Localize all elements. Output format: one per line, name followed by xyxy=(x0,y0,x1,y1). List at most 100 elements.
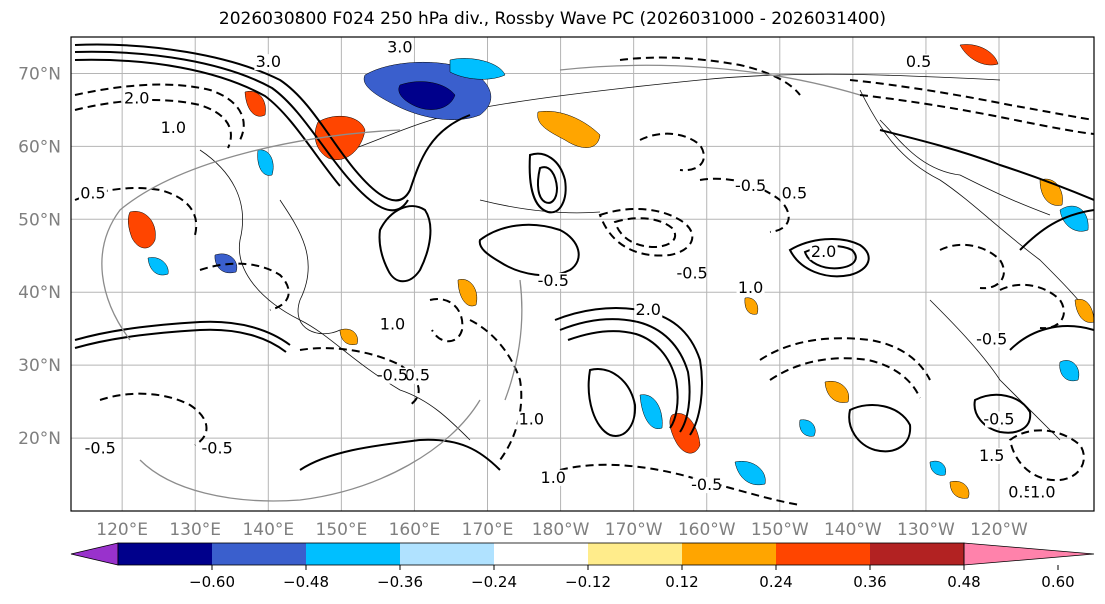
contour-label-text: 1.0 xyxy=(738,278,763,297)
y-tick-labels: 20°N 30°N 40°N 50°N 60°N 70°N xyxy=(18,64,61,449)
contour-label-text: 3.0 xyxy=(387,38,412,57)
x-tick-label: 160°W xyxy=(678,520,736,540)
contour-label-text: 1.5 xyxy=(979,446,1004,465)
shaded-fields xyxy=(128,44,1094,499)
contour-label: 3.0 xyxy=(254,52,283,71)
colorbar-segment xyxy=(682,543,777,565)
contour-label-text: 1.0 xyxy=(161,118,186,137)
colorbar-tick-label: 0.12 xyxy=(665,573,698,591)
contour-label-text: -0.5 xyxy=(538,271,569,290)
contour-label: 1.0 xyxy=(539,468,568,487)
colorbar-tick-label: 0.60 xyxy=(1041,573,1074,591)
x-tick-label: 150°E xyxy=(316,520,368,540)
colorbar-segment xyxy=(776,543,871,565)
negative-contours xyxy=(74,56,1094,506)
contour-label: -0.5 xyxy=(983,409,1014,428)
contour-label: 1.0 xyxy=(378,315,407,334)
contour-label-text: 1.0 xyxy=(1030,482,1055,501)
colorbar-tick-label: 0.36 xyxy=(853,573,886,591)
coastlines xyxy=(199,73,1094,441)
x-tick-label: 140°E xyxy=(242,520,294,540)
colorbar-segment xyxy=(306,543,401,565)
colorbar-segment xyxy=(212,543,307,565)
contour-label: 1.5 xyxy=(977,446,1006,465)
colorbar-tick-label: 0.24 xyxy=(759,573,792,591)
contour-label-text: 1.0 xyxy=(519,409,544,428)
contour-label-text: -0.5 xyxy=(691,475,722,494)
contour-label: -0.5 xyxy=(976,329,1007,348)
contour-label: -0.5 xyxy=(735,176,766,195)
x-tick-label: 170°E xyxy=(462,520,514,540)
colorbar-tick-label: −0.24 xyxy=(471,573,517,591)
colorbar-segment xyxy=(400,543,495,565)
contour-label-text: -0.5 xyxy=(85,439,116,458)
colorbar xyxy=(70,542,1095,566)
contour-label-text: 0.5 xyxy=(80,183,105,202)
x-tick-label: 120°E xyxy=(96,520,148,540)
contour-label-text: 1.0 xyxy=(380,315,405,334)
contour-label: 0.5 xyxy=(1006,482,1035,501)
y-tick-label: 30°N xyxy=(18,356,61,376)
contour-label-text: -0.5 xyxy=(202,439,233,458)
y-tick-label: 20°N xyxy=(18,429,61,449)
contour-label: 3.0 xyxy=(385,38,414,57)
x-tick-label: 150°W xyxy=(751,520,809,540)
map-area: 3.03.02.01.00.5-0.5 -0.51.0-0.51.0-0.52.0… xyxy=(71,37,1094,511)
colorbar-tick-label: −0.48 xyxy=(283,573,329,591)
contour-label-text: 0.5 xyxy=(1008,482,1033,501)
contour-label: 2.0 xyxy=(809,242,838,261)
contour-label-text: -0.5 xyxy=(377,366,408,385)
colorbar-segment xyxy=(118,543,213,565)
contour-label: -0.5 xyxy=(691,475,722,494)
x-tick-label: 140°W xyxy=(824,520,882,540)
positive-contours xyxy=(74,43,1094,471)
contour-label: -0.5 xyxy=(377,366,408,385)
colorbar-tick-label: −0.12 xyxy=(565,573,611,591)
y-tick-label: 40°N xyxy=(18,283,61,303)
contour-label: 0.5 xyxy=(78,183,107,202)
contour-labels: 3.03.02.01.00.5-0.5 -0.51.0-0.51.0-0.52.0… xyxy=(78,38,1057,501)
contour-label: 0.5 xyxy=(904,52,933,71)
x-tick-labels: 120°E 130°E 140°E 150°E 160°E 170°E 180°W 170°W… xyxy=(96,520,1028,540)
x-tick-label: 170°W xyxy=(605,520,663,540)
chart-title: 2026030800 F024 250 hPa div., Rossby Wav… xyxy=(218,9,887,29)
x-tick-label: 130°W xyxy=(897,520,955,540)
map-frame xyxy=(70,36,1095,512)
colorbar-extend-min xyxy=(70,542,119,566)
colorbar-outline xyxy=(117,542,965,566)
x-tick-label: 120°W xyxy=(970,520,1028,540)
contour-label-text: 3.0 xyxy=(256,52,281,71)
contour-label: -0.5 xyxy=(676,264,707,283)
contour-label: -0.5 xyxy=(85,439,116,458)
x-tick-label: 180°W xyxy=(532,520,590,540)
colorbar-segment xyxy=(870,543,965,565)
contour-label: 0.5 xyxy=(780,183,809,202)
x-tick-label: 130°E xyxy=(169,520,221,540)
contour-label: 2.0 xyxy=(122,89,151,108)
contour-label-text: -0.5 xyxy=(983,409,1014,428)
contour-label: 1.0 xyxy=(517,409,546,428)
x-tick-label: 160°E xyxy=(389,520,441,540)
contour-label: -0.5 xyxy=(202,439,233,458)
contour-label: 2.0 xyxy=(634,300,663,319)
contour-label: 1.0 xyxy=(159,118,188,137)
colorbar-segment xyxy=(494,543,589,565)
y-tick-label: 70°N xyxy=(18,64,61,84)
colorbar-tick-labels: −0.60 −0.48 −0.36 −0.24 −0.12 0.12 0.24 0.36 0.4… xyxy=(189,565,1075,591)
y-tick-label: 60°N xyxy=(18,137,61,157)
contour-label: 1.0 xyxy=(1028,482,1057,501)
y-tick-label: 50°N xyxy=(18,210,61,230)
colorbar-tick-label: −0.60 xyxy=(189,573,235,591)
contour-label: -0.5 xyxy=(538,271,569,290)
colorbar-tick-label: −0.36 xyxy=(377,573,423,591)
contour-label-text: 1.0 xyxy=(541,468,566,487)
contour-label: -0.5 xyxy=(399,366,430,385)
contour-label-text: 0.5 xyxy=(906,52,931,71)
colorbar-tick-label: 0.48 xyxy=(947,573,980,591)
colorbar-segment xyxy=(588,543,683,565)
contour-label-text: -0.5 xyxy=(976,329,1007,348)
contour-label-text: 2.0 xyxy=(636,300,661,319)
contour-label-text: -0.5 xyxy=(735,176,766,195)
great-circle-lines xyxy=(101,64,861,502)
